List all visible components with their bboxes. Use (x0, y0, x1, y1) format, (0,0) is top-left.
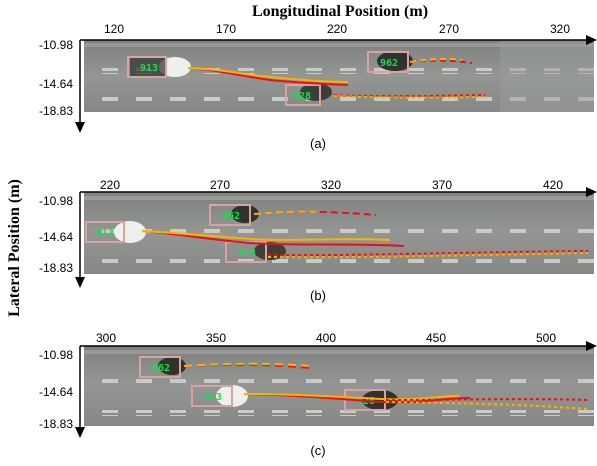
y-tick-label: -10.98 (39, 194, 73, 208)
x-tick-label: 170 (216, 22, 236, 36)
x-tick-label: 220 (100, 178, 120, 192)
lane-marking (84, 378, 594, 384)
lane-marking (84, 258, 594, 264)
x-tick-label: 400 (316, 331, 336, 345)
vehicle-shape (231, 205, 259, 223)
vehicle-label: 962 (152, 363, 170, 374)
x-tick-label: 300 (96, 331, 116, 345)
x-tick-label: 350 (206, 331, 226, 345)
panel-a: 913 928 962 120 170 220 270 320 -10.98 -… (39, 22, 597, 151)
x-axis-arrow (586, 187, 597, 197)
y-tick-label: -14.64 (39, 77, 73, 91)
y-tick-label: -18.83 (39, 417, 73, 431)
panel-caption: (b) (310, 288, 326, 303)
lane-marking (84, 227, 594, 233)
x-tick-label: 220 (327, 22, 347, 36)
vehicle-box (367, 51, 409, 73)
y-tick-label: -10.98 (39, 348, 73, 362)
predicted-path (141, 230, 391, 241)
x-tick-label: 420 (543, 178, 563, 192)
vehicle-box (191, 385, 233, 407)
x-axis-title: Longitudinal Position (m) (252, 3, 428, 20)
x-axis-arrow (586, 35, 597, 45)
panel-caption: (c) (310, 443, 325, 458)
vehicle-box (209, 204, 251, 226)
vehicle-label: 913 (96, 228, 114, 239)
vehicle-shape (377, 51, 413, 71)
ground-truth-path (385, 398, 589, 401)
vehicle-label: 928 (293, 91, 311, 102)
y-tick-label: -18.83 (39, 261, 73, 275)
vehicle-label: 928 (238, 248, 256, 259)
y-axis-title: Lateral Position (m) (6, 179, 23, 317)
vehicle-box (127, 56, 167, 78)
x-tick-label: 450 (426, 331, 446, 345)
ground-truth-path (333, 94, 486, 98)
lane-marking (84, 68, 594, 74)
predicted-path (333, 95, 486, 99)
vehicle-shape (300, 83, 332, 101)
predicted-path (267, 252, 589, 259)
ground-truth-path (141, 230, 405, 247)
y-axis-arrow (75, 277, 85, 288)
lane-marking (84, 96, 594, 102)
x-tick-label: 120 (104, 22, 124, 36)
panel-b: 913 962 928 220 270 320 370 420 -10.98 -… (39, 178, 597, 303)
vehicle-box (285, 84, 321, 106)
vehicle-label: 913 (204, 392, 222, 403)
y-tick-label: -14.64 (39, 230, 73, 244)
x-tick-label: 320 (321, 178, 341, 192)
ground-truth-path (267, 250, 589, 257)
y-tick-label: -10.98 (39, 38, 73, 52)
y-tick-label: -14.64 (39, 385, 73, 399)
predicted-path (183, 362, 311, 367)
x-axis-arrow (586, 341, 597, 351)
vehicle-label: 962 (380, 58, 398, 69)
vehicle-shape (254, 242, 286, 260)
predicted-path (409, 57, 463, 63)
predicted-path (187, 67, 349, 83)
x-tick-label: 270 (439, 22, 459, 36)
vehicle-label: 913 (140, 63, 158, 74)
predicted-path (243, 393, 461, 401)
panel-caption: (a) (310, 136, 326, 151)
predicted-path (253, 210, 319, 215)
y-axis-arrow (75, 427, 85, 438)
vehicle-box (139, 356, 181, 378)
panel-c: 962 913 928 300 350 400 450 500 -10.98 -… (39, 331, 597, 458)
vehicle-shape (114, 221, 146, 243)
x-tick-label: 500 (536, 331, 556, 345)
x-tick-label: 320 (550, 22, 570, 36)
lane-marking (84, 410, 594, 416)
y-tick-label: -18.83 (39, 104, 73, 118)
vehicle-label: 962 (222, 211, 240, 222)
x-tick-label: 370 (432, 178, 452, 192)
x-tick-label: 270 (210, 178, 230, 192)
y-axis-arrow (75, 122, 85, 133)
vehicle-box (85, 221, 125, 243)
